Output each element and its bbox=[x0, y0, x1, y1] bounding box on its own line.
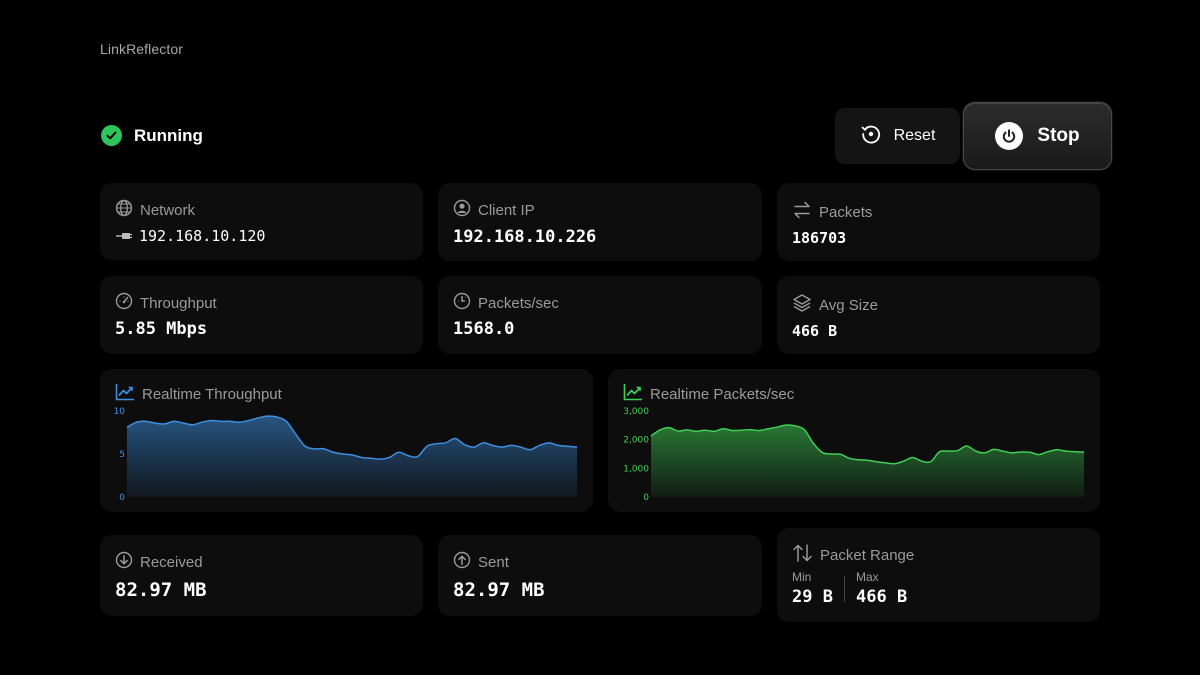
throughput-ytick: 5 bbox=[119, 450, 125, 460]
packet-range-card: Packet Range Min 29 B Max 466 B bbox=[777, 528, 1100, 622]
app-title: LinkReflector bbox=[100, 41, 184, 57]
timer-icon bbox=[453, 292, 471, 314]
arrow-up-circle-icon bbox=[453, 551, 471, 573]
packets-sec-label: Packets/sec bbox=[478, 294, 559, 312]
packet-range-min: Min 29 B bbox=[792, 570, 833, 607]
globe-icon bbox=[115, 199, 133, 221]
arrows-up-down-icon bbox=[792, 543, 813, 567]
arrow-down-circle-icon bbox=[115, 551, 133, 573]
packets-sec-ytick: 3,000 bbox=[623, 407, 649, 417]
packets-sec-ytick: 1,000 bbox=[623, 464, 649, 474]
packets-sec-line bbox=[650, 424, 1085, 465]
packets-label: Packets bbox=[819, 203, 873, 221]
received-card: Received 82.97 MB bbox=[100, 535, 423, 616]
throughput-chart-card: Realtime Throughput 0 5 10 bbox=[100, 369, 593, 512]
ethernet-icon bbox=[115, 227, 133, 245]
arrows-exchange-icon bbox=[792, 200, 812, 224]
throughput-ytick: 10 bbox=[114, 407, 126, 417]
sent-label: Sent bbox=[478, 553, 509, 571]
client-ip-label: Client IP bbox=[478, 201, 535, 219]
packet-range-max: Max 466 B bbox=[856, 570, 907, 607]
layers-icon bbox=[792, 293, 812, 317]
throughput-value: 5.85 Mbps bbox=[115, 319, 208, 339]
power-icon bbox=[995, 122, 1024, 150]
throughput-card: Throughput 5.85 Mbps bbox=[100, 276, 423, 354]
throughput-ytick: 0 bbox=[119, 493, 125, 503]
min-value: 29 B bbox=[792, 587, 833, 607]
user-circle-icon bbox=[453, 199, 471, 221]
network-value: 192.168.10.120 bbox=[139, 227, 266, 245]
throughput-area bbox=[127, 416, 577, 497]
received-value: 82.97 MB bbox=[115, 579, 207, 601]
stop-button[interactable]: Stop bbox=[963, 102, 1112, 170]
client-ip-value: 192.168.10.226 bbox=[453, 227, 597, 247]
packets-sec-value: 1568.0 bbox=[453, 319, 515, 339]
range-divider bbox=[844, 576, 845, 602]
max-label: Max bbox=[856, 570, 879, 584]
status-label: Running bbox=[134, 125, 203, 145]
chart-line-icon bbox=[623, 383, 643, 405]
packets-value: 186703 bbox=[792, 229, 847, 247]
client-ip-card: Client IP 192.168.10.226 bbox=[438, 183, 762, 261]
sent-value: 82.97 MB bbox=[453, 579, 545, 601]
packet-range-label: Packet Range bbox=[820, 546, 915, 564]
packets-card: Packets 186703 bbox=[777, 183, 1100, 261]
reset-button[interactable]: Reset bbox=[835, 108, 960, 164]
throughput-chart: 0 5 10 bbox=[114, 407, 578, 503]
reset-label: Reset bbox=[893, 127, 936, 144]
packets-sec-chart-card: Realtime Packets/sec 0 1,000 2,000 3,000 bbox=[608, 369, 1100, 512]
network-label: Network bbox=[140, 201, 196, 219]
chart-line-icon bbox=[115, 383, 135, 405]
packets-sec-chart-title: Realtime Packets/sec bbox=[650, 385, 795, 403]
avg-size-value: 466 B bbox=[792, 322, 838, 340]
network-value-row: 192.168.10.120 bbox=[115, 227, 265, 245]
received-label: Received bbox=[140, 553, 203, 571]
check-circle-icon bbox=[101, 125, 122, 146]
max-value: 466 B bbox=[856, 587, 908, 607]
status-indicator: Running bbox=[101, 125, 203, 146]
packets-sec-card: Packets/sec 1568.0 bbox=[438, 276, 762, 354]
packets-sec-chart: 0 1,000 2,000 3,000 bbox=[623, 407, 1085, 503]
gauge-icon bbox=[115, 292, 133, 314]
network-card: Network 192.168.10.120 bbox=[100, 183, 423, 260]
throughput-label: Throughput bbox=[140, 294, 217, 312]
avg-size-card: Avg Size 466 B bbox=[777, 276, 1100, 354]
min-label: Min bbox=[792, 570, 812, 584]
sent-card: Sent 82.97 MB bbox=[438, 535, 762, 616]
reset-icon bbox=[860, 123, 882, 150]
stop-label: Stop bbox=[1037, 125, 1080, 146]
avg-size-label: Avg Size bbox=[819, 296, 878, 314]
packets-sec-ytick: 2,000 bbox=[623, 436, 649, 446]
packets-sec-ytick: 0 bbox=[643, 493, 649, 503]
throughput-line bbox=[126, 415, 578, 460]
throughput-chart-title: Realtime Throughput bbox=[142, 385, 282, 403]
